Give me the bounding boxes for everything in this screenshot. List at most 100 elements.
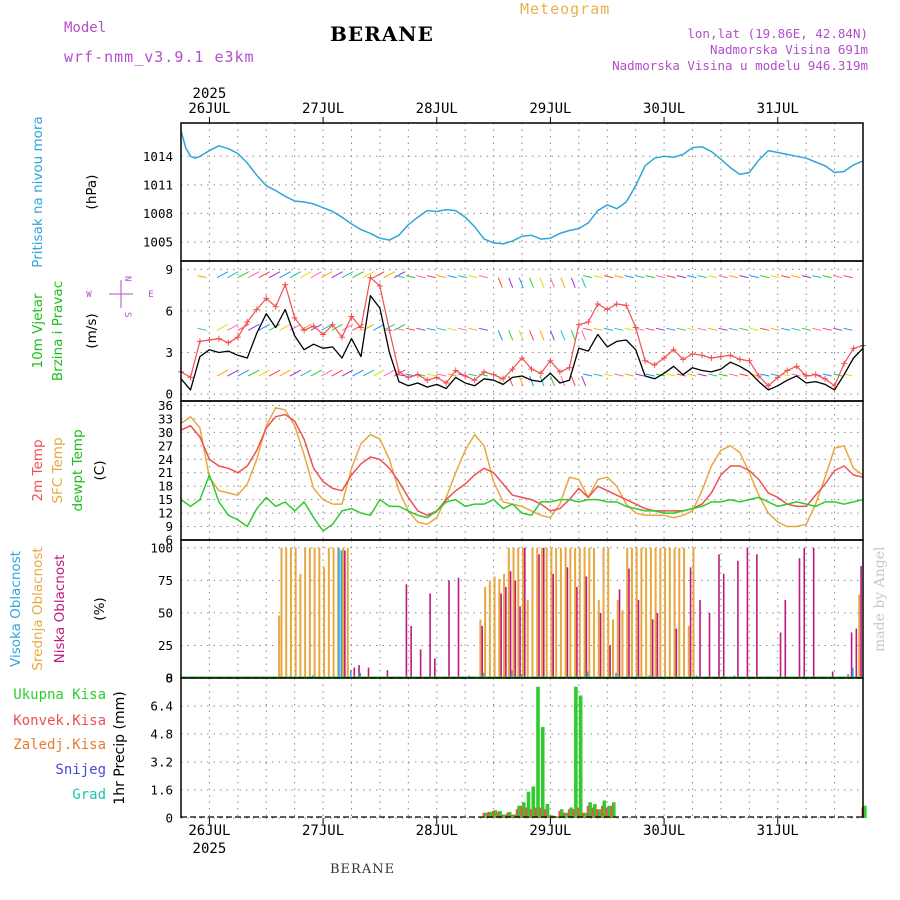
wind-gust-marker xyxy=(575,321,582,328)
cloud-low-bar xyxy=(831,671,834,678)
wind-barb xyxy=(405,275,416,279)
wind-barb xyxy=(614,275,624,279)
wind-barb xyxy=(508,330,514,341)
wind-barb xyxy=(780,327,791,331)
wind-barb xyxy=(362,369,375,377)
cloud-low-bar xyxy=(500,593,502,678)
precip-ytick-label: 3.2 xyxy=(150,755,173,770)
cloud-mid-bar xyxy=(569,547,572,678)
precip-conv-bar xyxy=(496,811,499,818)
wind-barb xyxy=(373,323,385,331)
precip-total-bar xyxy=(569,807,573,818)
cloud-low-bar xyxy=(353,667,356,678)
precip-total-bar xyxy=(503,814,507,818)
wind-barb xyxy=(447,275,457,279)
wind-barb xyxy=(780,275,791,279)
wind-barb xyxy=(718,327,728,331)
precip-total-bar xyxy=(597,809,602,818)
wind-barb xyxy=(227,271,239,279)
wind-barb xyxy=(728,275,739,279)
precip-conv-bar xyxy=(492,811,495,818)
wind-barb xyxy=(843,327,853,331)
wind-gust-marker xyxy=(774,374,781,381)
cloud-mid-bar xyxy=(645,547,648,678)
wind-gust-marker xyxy=(556,368,563,375)
precip-total-bar xyxy=(588,802,592,818)
wind-barb xyxy=(300,369,312,377)
wind-barb xyxy=(300,323,312,331)
cloud-mid-bar xyxy=(294,547,297,678)
wind-barb xyxy=(770,373,780,377)
wind-barb xyxy=(310,271,323,279)
wind-barb xyxy=(416,327,426,331)
wind-barb xyxy=(760,275,770,279)
precip-total-bar xyxy=(493,810,498,818)
precip-conv-bar xyxy=(596,809,599,818)
precip-total-bar xyxy=(484,812,488,818)
wind-barb xyxy=(237,271,250,279)
wind-barb xyxy=(739,275,749,279)
wind-barb xyxy=(666,327,676,331)
wind-barb xyxy=(248,323,260,331)
clouds-ytick-label: 100 xyxy=(150,540,173,555)
precip-conv-bar xyxy=(558,811,561,818)
wind-gust-marker xyxy=(613,300,620,307)
top-day-label: 28JUL xyxy=(416,101,458,117)
wind-barb xyxy=(645,275,655,279)
wind-barb xyxy=(833,373,843,377)
wind-barb xyxy=(801,327,812,331)
wind-barb xyxy=(603,275,614,279)
clouds-panel-frame xyxy=(180,539,864,679)
model-elevation-label: Nadmorska Visina u modelu 946.319m xyxy=(612,58,868,73)
wind-ytick-label: 3 xyxy=(165,345,173,360)
cloud-mid-bar xyxy=(342,547,345,678)
cloud-high-bar xyxy=(847,674,849,678)
cloud-low-bar xyxy=(689,567,692,678)
wind-barb xyxy=(352,369,364,377)
top-year-label: 2025 xyxy=(193,86,227,102)
wind-gust-marker xyxy=(253,306,260,313)
wind-barb xyxy=(666,373,676,377)
precip-conv-bar xyxy=(563,812,566,818)
wind-barb xyxy=(341,271,354,279)
cloud-mid-bar xyxy=(593,547,596,678)
precip-conv-bar xyxy=(567,809,570,818)
model-label: Model xyxy=(64,20,107,36)
wind-barb xyxy=(549,277,555,288)
wind-barb xyxy=(468,275,478,279)
cloud-low-bar xyxy=(855,628,858,678)
cloud-low-bar xyxy=(457,577,460,678)
cloud-mid-bar xyxy=(635,547,638,678)
temperature-ytick-label: 12 xyxy=(158,506,173,521)
cloud-low-bar xyxy=(779,632,782,678)
cloud-mid-bar xyxy=(299,573,302,678)
cloud-high-bar xyxy=(520,674,523,678)
cloud-low-bar xyxy=(718,554,720,678)
wind-barb xyxy=(529,375,535,387)
wind-barb xyxy=(405,327,416,331)
pressure-axis-title: Pritisak na nivou mora xyxy=(30,116,46,267)
cloud-low-bar xyxy=(675,628,678,678)
wind-barb xyxy=(760,327,770,331)
precip-conv-bar xyxy=(487,811,490,818)
cloud-mid-bar xyxy=(640,547,643,678)
compass-north: N xyxy=(122,276,132,281)
wind-barb xyxy=(791,373,801,377)
precip-conv-bar xyxy=(586,805,589,818)
cloud-low-bar xyxy=(850,632,853,678)
wind-barb xyxy=(645,327,655,331)
wind-gust-marker xyxy=(632,324,639,331)
temperature-ytick-label: 24 xyxy=(158,452,173,467)
precip-total-bar xyxy=(517,805,521,818)
cloud-high-axis-title: Visoka Oblacnost xyxy=(8,551,24,667)
dewpt-axis-title: dewpt Temp xyxy=(70,429,86,511)
cloud-mid-bar xyxy=(313,547,316,678)
cloud-low-bar xyxy=(405,584,408,678)
cloud-low-bar xyxy=(576,586,578,678)
wind-gust-marker xyxy=(812,371,819,378)
wind-barb xyxy=(258,369,270,377)
wind-barb xyxy=(426,327,436,331)
precip-ytick-label: 8 xyxy=(165,671,173,686)
wind-gust-marker xyxy=(282,281,289,288)
temperature-ytick-label: 30 xyxy=(158,425,173,440)
